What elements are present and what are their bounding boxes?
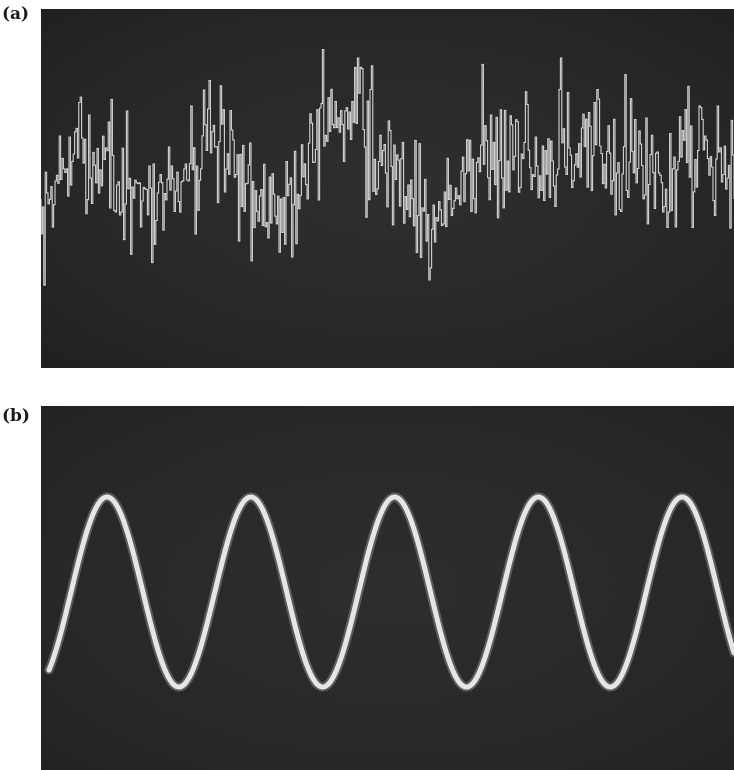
panel-a-label: (a) xyxy=(2,4,30,24)
noisy-trace-line xyxy=(41,48,734,286)
sine-wave-glow xyxy=(44,492,734,692)
oscilloscope-screen-b xyxy=(41,406,734,770)
sine-wave-trace xyxy=(46,494,734,690)
sine-trace-svg xyxy=(44,492,734,692)
oscilloscope-screen-a xyxy=(41,9,734,368)
panel-b-label: (b) xyxy=(2,406,30,426)
noisy-trace-svg xyxy=(41,48,734,286)
noisy-trace xyxy=(41,48,734,286)
